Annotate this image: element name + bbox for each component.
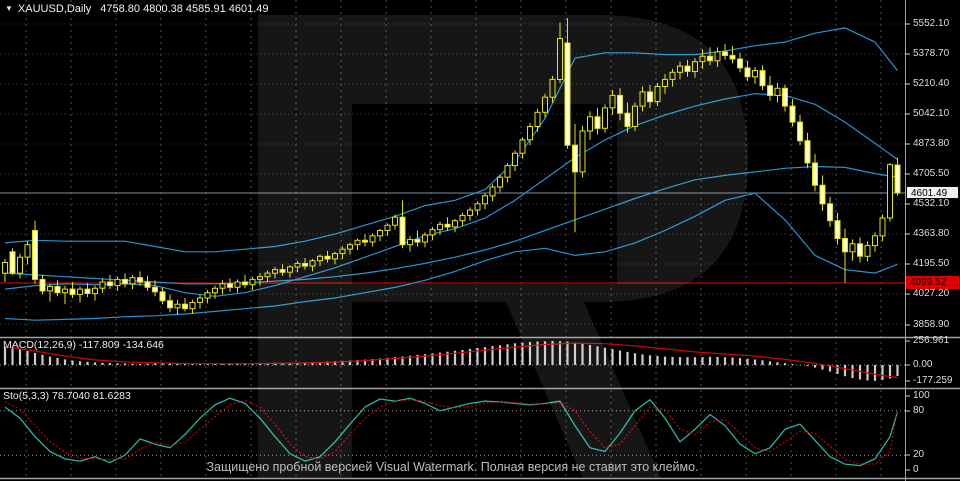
- price-axis-label: 5210.40: [913, 78, 950, 89]
- sto-axis-label: 0: [913, 464, 919, 475]
- price-axis-label: 4363.80: [913, 228, 950, 239]
- price-axis-label: 5042.10: [913, 108, 950, 119]
- macd-axis-label: 0.00: [913, 359, 933, 370]
- price-axis-label: 3858.90: [913, 319, 950, 330]
- macd-axis-label: -177.259: [913, 375, 953, 386]
- stochastic-indicator-label: Sto(5,3,3) 78.7040 81.6283: [3, 390, 131, 402]
- bid-price-marker: 4601.49: [906, 186, 959, 199]
- price-axis-label: 4705.50: [913, 168, 950, 179]
- sto-axis-label: 80: [913, 405, 925, 416]
- price-axis-label: 4195.50: [913, 258, 950, 269]
- watermark-text: Защищено пробной версией Visual Watermar…: [206, 460, 699, 474]
- chart-title: ▼ XAUUSD,Daily 4758.80 4800.38 4585.91 460…: [5, 3, 269, 15]
- price-axis-label: 4532.10: [913, 198, 950, 209]
- symbol-dropdown-icon[interactable]: ▼: [5, 4, 13, 13]
- price-axis-label: 4027.20: [913, 288, 950, 299]
- macd-axis-label: 256.961: [913, 335, 950, 346]
- price-axis-label: 5378.70: [913, 48, 950, 59]
- level-price-marker: 4099.52: [906, 276, 959, 289]
- sto-axis-label: 100: [913, 390, 930, 401]
- price-axis[interactable]: 4601.49 4099.52 5552.10 5378.70 5210.40 504…: [906, 0, 960, 481]
- price-axis-label: 5552.10: [913, 18, 950, 29]
- watermark-logo: [258, 15, 748, 478]
- price-axis-label: 4873.80: [913, 138, 950, 149]
- macd-indicator-label: MACD(12,26,9) -117.809 -134.646: [3, 339, 164, 351]
- sto-axis-label: 20: [913, 449, 925, 460]
- ohlc-values: 4758.80 4800.38 4585.91 4601.49: [100, 3, 269, 15]
- symbol-timeframe: XAUUSD,Daily: [17, 3, 92, 15]
